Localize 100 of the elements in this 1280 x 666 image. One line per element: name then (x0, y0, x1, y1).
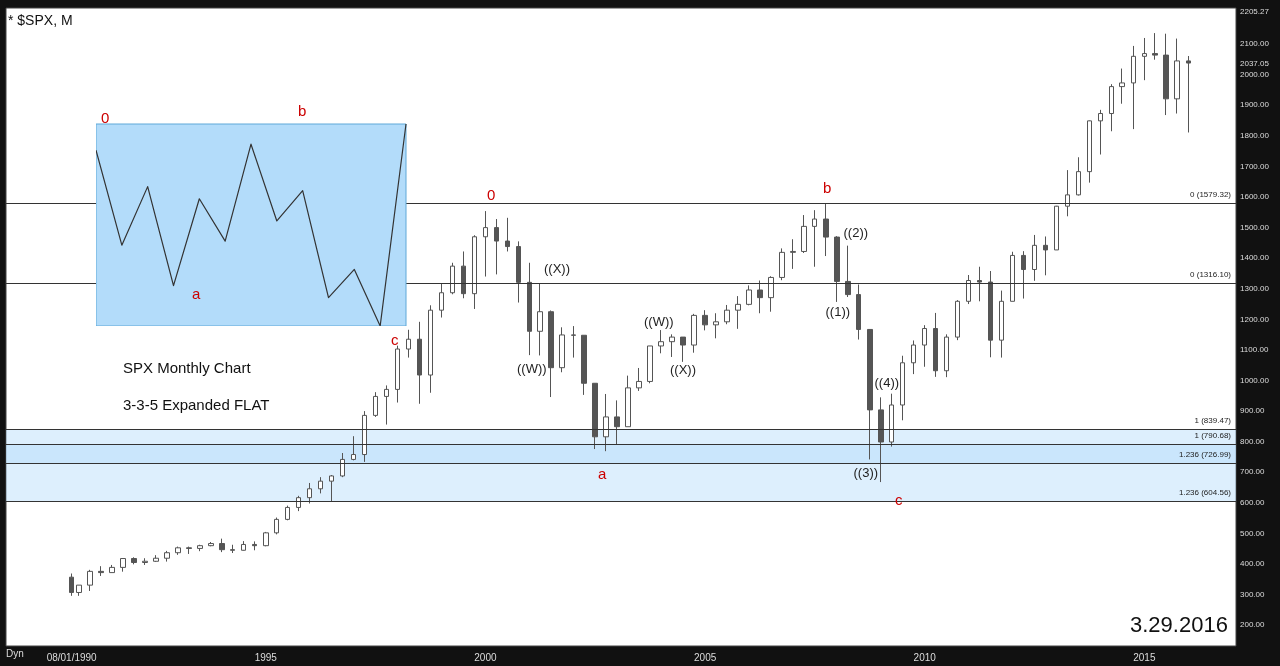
candlestick (76, 584, 82, 597)
candlestick (581, 334, 587, 396)
candlestick (197, 544, 203, 552)
candlestick (636, 367, 642, 392)
annotation: c (391, 330, 399, 348)
candlestick (1163, 33, 1169, 116)
candlestick (483, 210, 488, 278)
candlestick (834, 235, 840, 303)
candlestick (724, 304, 730, 325)
candlestick (208, 541, 214, 547)
y-tick-label: 200.00 (1240, 620, 1266, 630)
y-tick-label: 700.00 (1240, 467, 1266, 477)
candlestick (494, 218, 499, 275)
annotation: 3.29.2016 (1130, 612, 1228, 638)
candlestick (537, 283, 543, 356)
candlestick (406, 329, 411, 359)
candlestick (603, 393, 609, 452)
candlestick (1054, 205, 1059, 251)
candlestick (911, 339, 916, 375)
candlestick (669, 333, 675, 358)
candlestick (746, 284, 752, 306)
candlestick (69, 573, 74, 597)
y-tick-label: 2037.05 (1240, 58, 1270, 68)
x-tick-label: 1995 (254, 651, 278, 663)
annotation: a (598, 464, 607, 482)
candlestick (658, 329, 664, 354)
candlestick (900, 355, 905, 421)
candlestick (428, 304, 433, 394)
candlestick (735, 295, 741, 330)
candlestick (801, 214, 807, 254)
annotation: ((3)) (853, 464, 879, 480)
candlestick (395, 345, 400, 404)
candlestick (417, 321, 422, 405)
y-tick-label: 1600.00 (1240, 192, 1270, 202)
candlestick (1119, 68, 1125, 105)
candlestick (307, 482, 312, 504)
annotation: ((1)) (825, 303, 851, 319)
y-tick-label: 800.00 (1240, 436, 1266, 446)
candlestick (384, 384, 389, 426)
annotation: ((W)) (517, 360, 547, 376)
candlestick (219, 538, 225, 553)
candlestick (109, 564, 115, 574)
ref-line-label: 1.236 (726.99) (1178, 450, 1232, 460)
candlestick (571, 325, 576, 359)
candlestick (999, 290, 1004, 359)
candlestick (142, 557, 148, 566)
y-tick-label: 1700.00 (1240, 161, 1270, 171)
annotation: ((2)) (843, 224, 869, 240)
candlestick (1021, 250, 1026, 300)
candlestick (1186, 55, 1191, 133)
candlestick (812, 209, 817, 268)
annotation: ((X)) (544, 260, 570, 276)
candlestick (296, 495, 301, 512)
candlestick (823, 203, 829, 257)
y-tick-label: 400.00 (1240, 559, 1266, 569)
candlestick (1174, 38, 1180, 115)
y-tick-label: 2100.00 (1240, 39, 1270, 49)
y-tick-label: 2000.00 (1240, 69, 1270, 79)
annotation: ((X)) (670, 361, 696, 377)
candlestick (614, 399, 620, 446)
candlestick (373, 391, 378, 418)
annotation: 3-3-5 Expanded FLAT (123, 396, 270, 413)
candlestick (955, 299, 960, 341)
candlestick (472, 234, 477, 310)
candlestick (625, 375, 631, 428)
candlestick (285, 505, 290, 521)
candlestick (878, 396, 884, 483)
candlestick (867, 328, 873, 460)
candlestick (1131, 45, 1136, 130)
ref-line-label: 0 (1579.32) (1190, 189, 1232, 199)
candlestick (713, 312, 719, 339)
candlestick (263, 531, 269, 547)
candlestick (933, 312, 938, 378)
candlestick (768, 275, 774, 313)
candlestick (351, 435, 356, 461)
y-tick-label: 1200.00 (1240, 314, 1270, 324)
candlestick (450, 262, 455, 295)
annotation: 0 (101, 108, 110, 126)
candlestick (318, 476, 323, 494)
candlestick (1076, 156, 1081, 196)
candlestick (230, 544, 235, 554)
candlestick (1043, 235, 1048, 276)
annotation: a (192, 284, 201, 302)
candlestick (340, 452, 345, 478)
annotation: ((W)) (644, 313, 674, 329)
candlestick (1065, 169, 1070, 217)
candlestick (1087, 120, 1092, 184)
candlestick (274, 517, 279, 535)
y-tick-label: 2205.27 (1240, 7, 1270, 17)
candlestick (131, 556, 137, 565)
candlestick (922, 324, 927, 368)
candlestick (757, 280, 763, 314)
candlestick (1098, 109, 1103, 155)
candlestick (1010, 251, 1015, 302)
x-tick-label: 08/01/1990 (46, 651, 98, 663)
candlestick (120, 557, 126, 573)
annotation: SPX Monthly Chart (123, 359, 251, 376)
candlestick (1109, 83, 1114, 132)
ref-line-label: 1 (790.68) (1194, 430, 1232, 440)
candlestick (98, 565, 104, 577)
